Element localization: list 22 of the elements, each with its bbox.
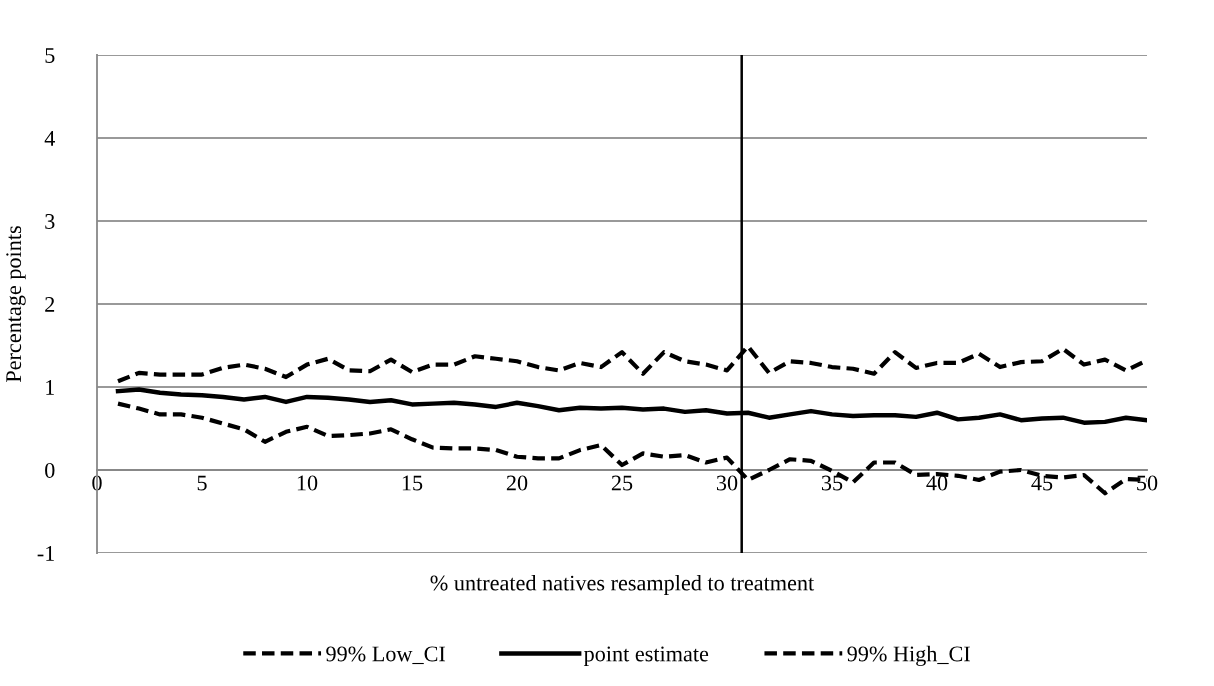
x-tick-label: 20	[506, 475, 528, 491]
legend-label: 99% Low_CI	[326, 646, 446, 665]
x-tick-label: 50	[1137, 475, 1158, 491]
x-tick-label: 35	[821, 475, 843, 491]
x-tick-label: 40	[926, 475, 948, 491]
x-tick-label: 25	[611, 475, 633, 491]
y-tick-label: 0	[45, 462, 55, 478]
x-tick-label: 30	[716, 475, 738, 491]
y-tick-label: 1	[46, 380, 54, 395]
y-tick-label: 3	[45, 213, 55, 229]
y-tick-label: -1	[37, 546, 54, 561]
legend-label: 99% High_CI	[847, 645, 970, 666]
y-axis-title: Percentage points	[6, 226, 26, 383]
y-tick-label: 5	[45, 48, 55, 63]
y-tick-label: 2	[45, 296, 55, 312]
legend-label: point estimate	[583, 646, 709, 666]
y-tick-label: 4	[44, 131, 55, 146]
x-tick-label: 0	[92, 475, 102, 491]
x-axis-title: % untreated natives resampled to treatment	[430, 574, 815, 596]
x-tick-label: 10	[297, 475, 318, 491]
x-tick-label: 15	[402, 475, 423, 491]
x-tick-label: 5	[197, 475, 207, 491]
